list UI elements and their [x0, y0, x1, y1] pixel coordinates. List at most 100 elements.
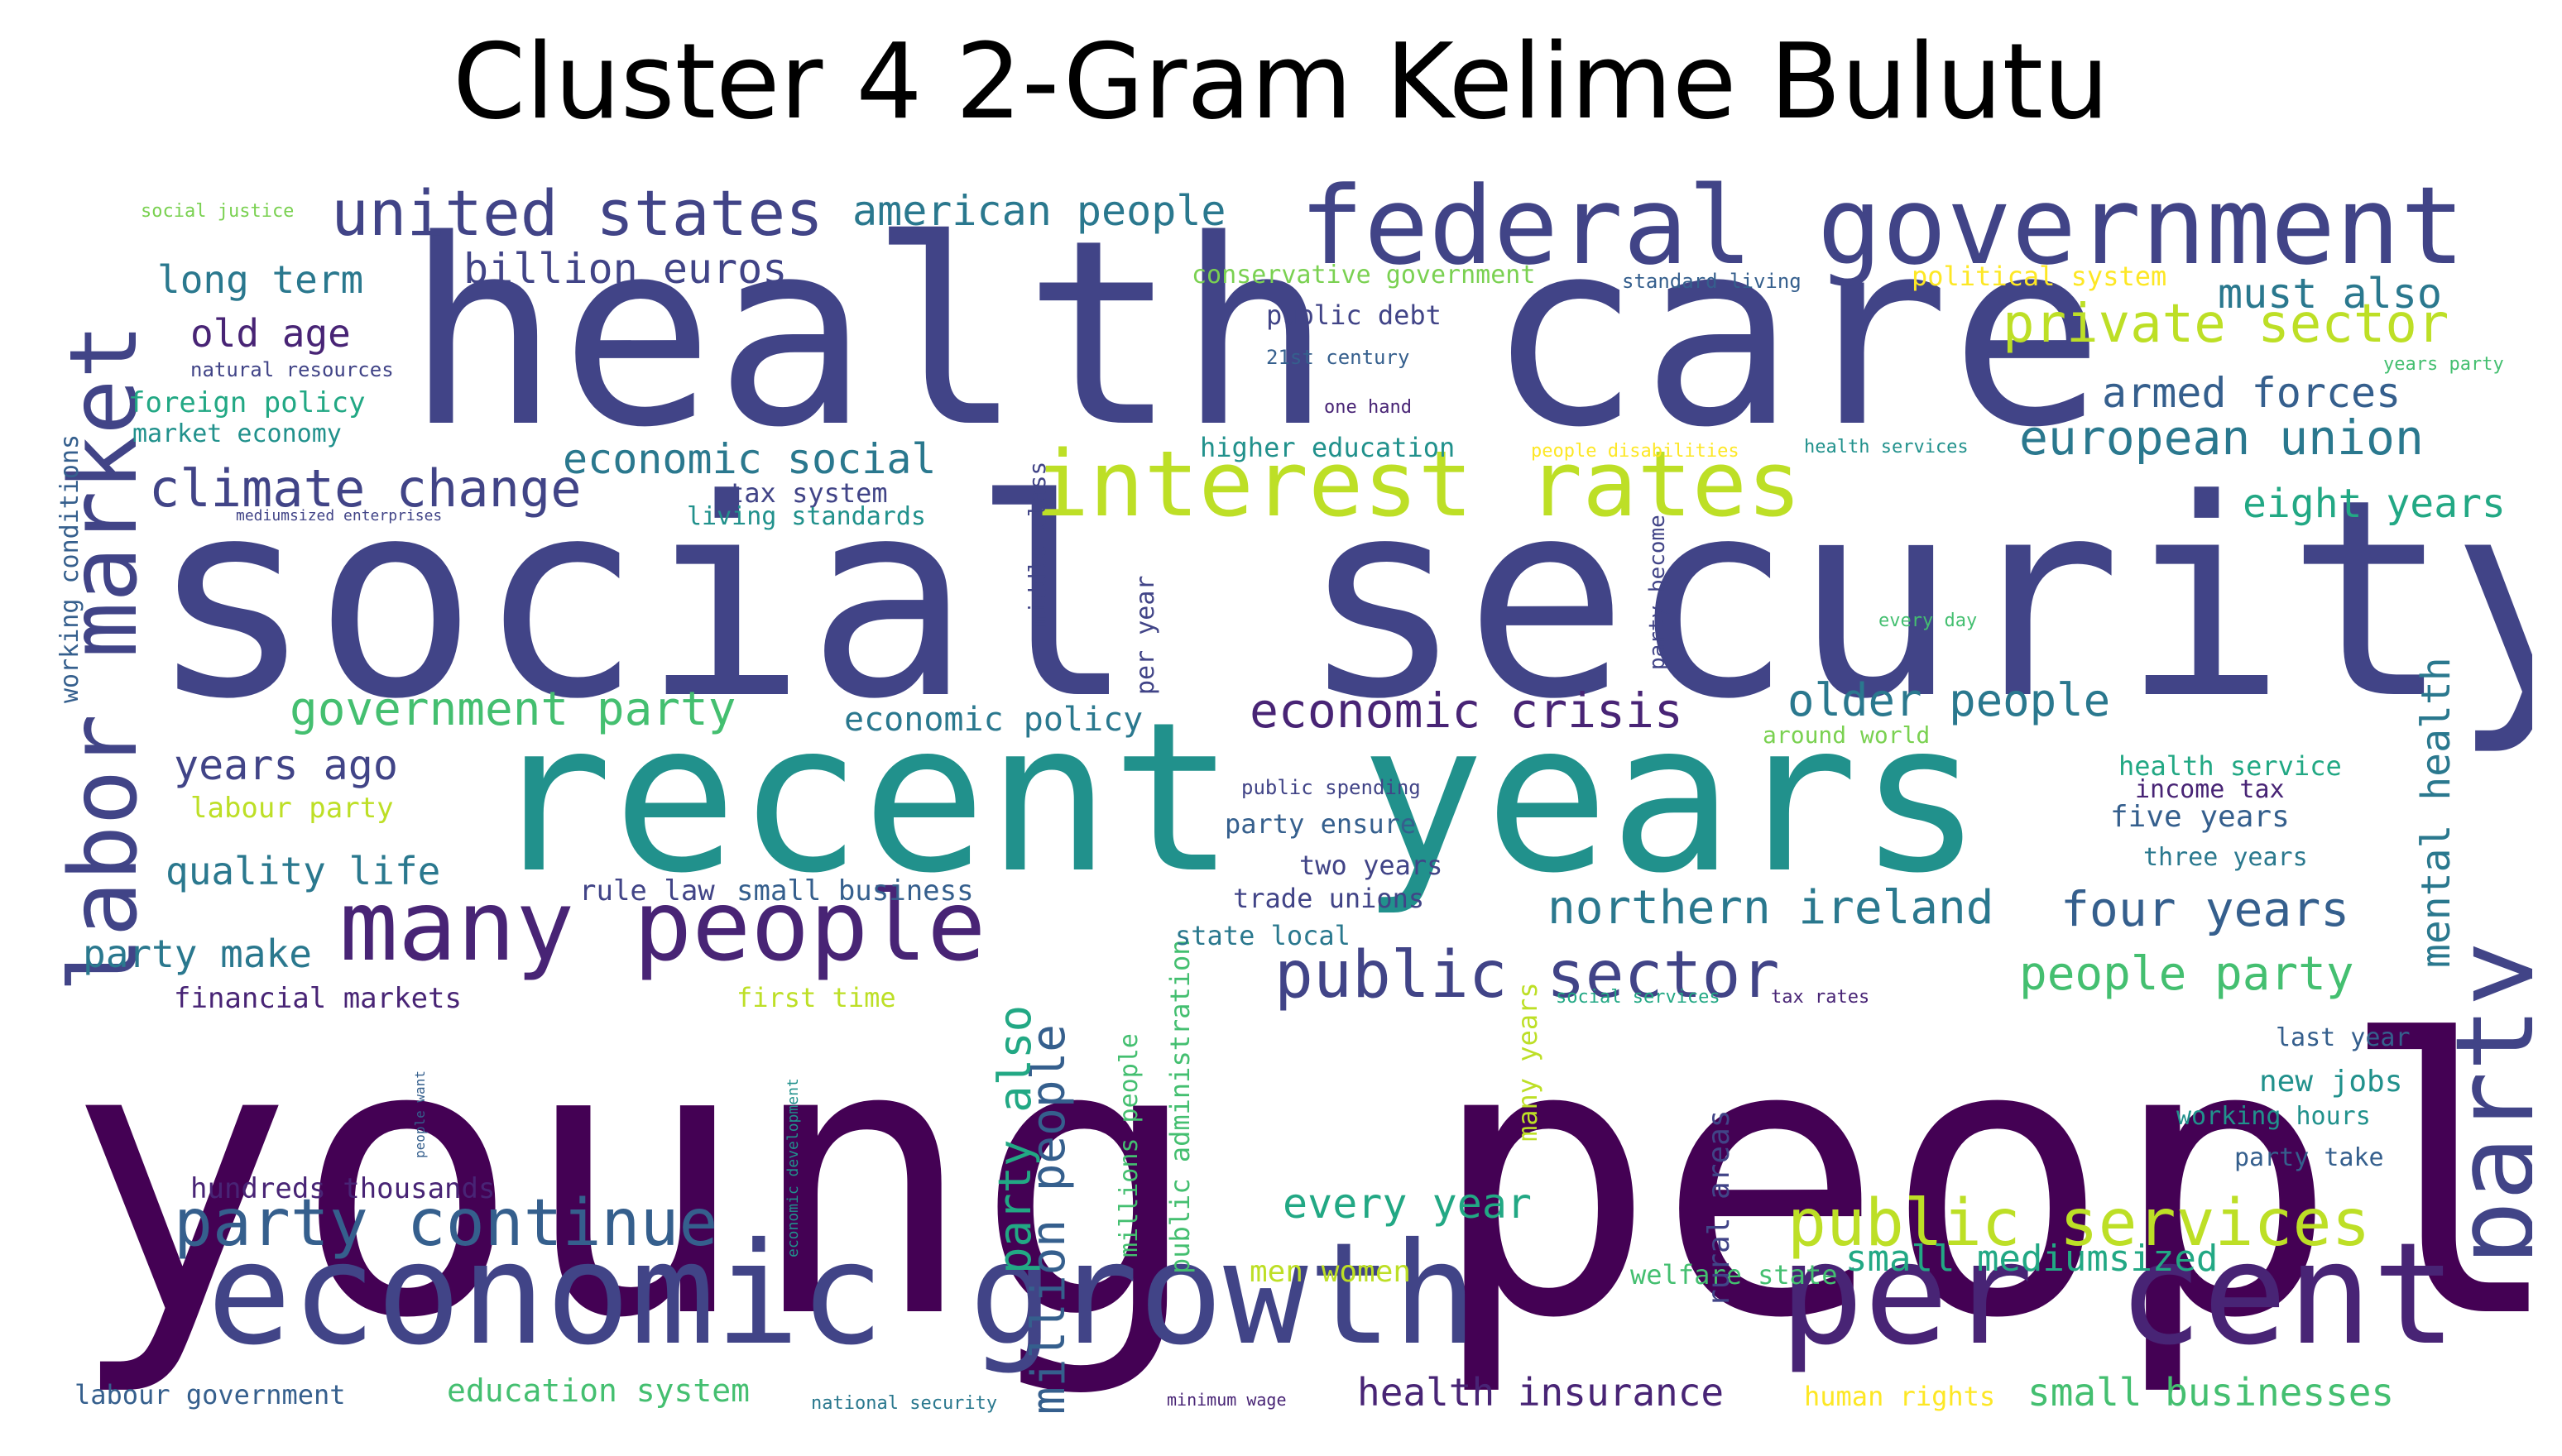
word-cloud: young people social security health care re… — [58, 165, 2532, 1423]
word-private-sector: private sector — [2003, 294, 2449, 355]
word-armed-forces: armed forces — [2102, 369, 2401, 417]
word-three-years: three years — [2143, 843, 2308, 872]
word-must-also: must also — [2218, 270, 2442, 318]
word-young-people: young people — [66, 961, 2532, 1401]
word-tax-system: tax system — [728, 477, 888, 509]
word-higher-education: higher education — [1200, 432, 1456, 463]
word-party-also: party also — [989, 1004, 1041, 1274]
word-working-conditions: working conditions — [58, 433, 84, 703]
word-per-cent: per cent — [1779, 1213, 2457, 1377]
word-every-day: every day — [1878, 611, 1978, 631]
word-federal-government: federal government — [1299, 165, 2465, 289]
word-hundreds-thousands: hundreds thousands — [190, 1172, 496, 1205]
word-old-age: old age — [190, 311, 351, 356]
word-mental-health: mental health — [2413, 657, 2459, 968]
word-economic-social: economic social — [563, 435, 937, 483]
word-one-hand: one hand — [1324, 397, 1412, 418]
word-health-service: health service — [2118, 750, 2342, 782]
word-public-spending: public spending — [1241, 776, 1421, 799]
word-many-years: many years — [1512, 982, 1543, 1142]
word-per-year: per year — [1131, 575, 1160, 696]
word-party-become: party become — [1645, 515, 1670, 670]
word-rule-law: rule law — [579, 874, 715, 908]
word-party-make: party make — [83, 932, 312, 976]
word-national-security: national security — [811, 1393, 998, 1414]
word-european-union: european union — [2019, 410, 2424, 466]
word-public-administration: public administration — [1164, 939, 1196, 1274]
word-millions-people: millions people — [1115, 1033, 1144, 1257]
word-quality-life: quality life — [166, 849, 441, 893]
word-health-insurance: health insurance — [1357, 1370, 1725, 1415]
word-labour-government: labour government — [74, 1379, 346, 1410]
word-social-justice: social justice — [141, 201, 295, 222]
word-middle-class: middle class — [1024, 461, 1051, 629]
word-small-business: small business — [736, 874, 974, 908]
word-people-party: people party — [2019, 947, 2354, 1001]
word-climate-change: climate change — [149, 458, 582, 519]
word-years-party: years party — [2383, 354, 2504, 375]
word-standard-living: standard living — [1622, 270, 1802, 293]
word-income-tax: income tax — [2135, 775, 2285, 804]
word-new-jobs: new jobs — [2259, 1065, 2403, 1099]
word-economic-crisis: economic crisis — [1250, 682, 1683, 739]
word-small-businesses: small businesses — [2027, 1370, 2395, 1415]
word-trade-unions: trade unions — [1233, 883, 1425, 914]
word-welfare-state: welfare state — [1630, 1259, 1838, 1291]
word-tax-rates: tax rates — [1771, 987, 1870, 1008]
word-two-years: two years — [1299, 850, 1443, 881]
word-living-standards: living standards — [687, 502, 926, 531]
word-people-want: people want — [412, 1070, 428, 1158]
word-small-mediumsized: small mediumsized — [1845, 1238, 2219, 1280]
word-party-continue: party continue — [174, 1186, 718, 1261]
word-economic-development: economic development — [784, 1078, 802, 1257]
word-american-people: american people — [852, 187, 1226, 235]
word-party-take: party take — [2234, 1143, 2384, 1172]
word-long-term: long term — [157, 257, 364, 302]
word-public-sector: public sector — [1274, 938, 1780, 1013]
word-government-party: government party — [290, 682, 736, 736]
word-working-hours: working hours — [2176, 1102, 2371, 1131]
word-northern-ireland: northern ireland — [1547, 881, 1994, 935]
word-years-ago: years ago — [174, 741, 398, 789]
word-public-services: public services — [1787, 1186, 2371, 1261]
word-recent-years: recent years — [488, 678, 1984, 918]
word-health-care: health care — [405, 185, 2104, 484]
word-people-disabilities: people disabilities — [1531, 441, 1739, 462]
word-rural-areas: rural areas — [1702, 1109, 1736, 1307]
word-labour-party: labour party — [190, 792, 394, 825]
word-every-year: every year — [1283, 1180, 1533, 1228]
word-billion-euros: billion euros — [463, 245, 788, 293]
word-political-system: political system — [1912, 261, 2167, 292]
word-21st-century: 21st century — [1266, 346, 1410, 369]
word-minimum-wage: minimum wage — [1167, 1390, 1287, 1410]
word-conservative-government: conservative government — [1192, 261, 1536, 290]
word-state-local: state local — [1175, 920, 1351, 951]
word-financial-markets: financial markets — [174, 982, 462, 1015]
word-social-security: social security — [149, 441, 2532, 759]
word-last-year: last year — [2276, 1023, 2411, 1052]
word-market-economy: market economy — [132, 419, 342, 448]
word-around-world: around world — [1763, 721, 1931, 749]
word-men-women: men women — [1250, 1255, 1412, 1289]
word-eight-years: eight years — [2243, 481, 2506, 527]
word-human-rights: human rights — [1804, 1381, 1996, 1412]
word-five-years: five years — [2110, 800, 2290, 834]
word-social-services: social services — [1556, 987, 1720, 1008]
cloud-title: Cluster 4 2-Gram Kelime Bulutu — [453, 21, 2109, 142]
word-party: party — [2432, 941, 2532, 1266]
word-four-years: four years — [2061, 881, 2350, 937]
word-public-debt: public debt — [1266, 299, 1442, 331]
word-united-states: united states — [331, 176, 823, 250]
word-economic-policy: economic policy — [844, 701, 1144, 739]
word-health-services: health services — [1804, 437, 1969, 457]
word-older-people: older people — [1787, 674, 2111, 726]
word-many-people: many people — [339, 869, 986, 983]
word-education-system: education system — [447, 1372, 751, 1409]
word-party-ensure: party ensure — [1225, 808, 1417, 840]
word-mediumsized-enterprises: mediumsized enterprises — [236, 507, 443, 524]
word-foreign-policy: foreign policy — [128, 386, 366, 419]
word-natural-resources: natural resources — [190, 358, 394, 381]
word-economic-growth: economic growth — [207, 1213, 1478, 1377]
word-interest-rates: interest rates — [1034, 431, 1802, 537]
word-first-time: first time — [736, 982, 896, 1013]
